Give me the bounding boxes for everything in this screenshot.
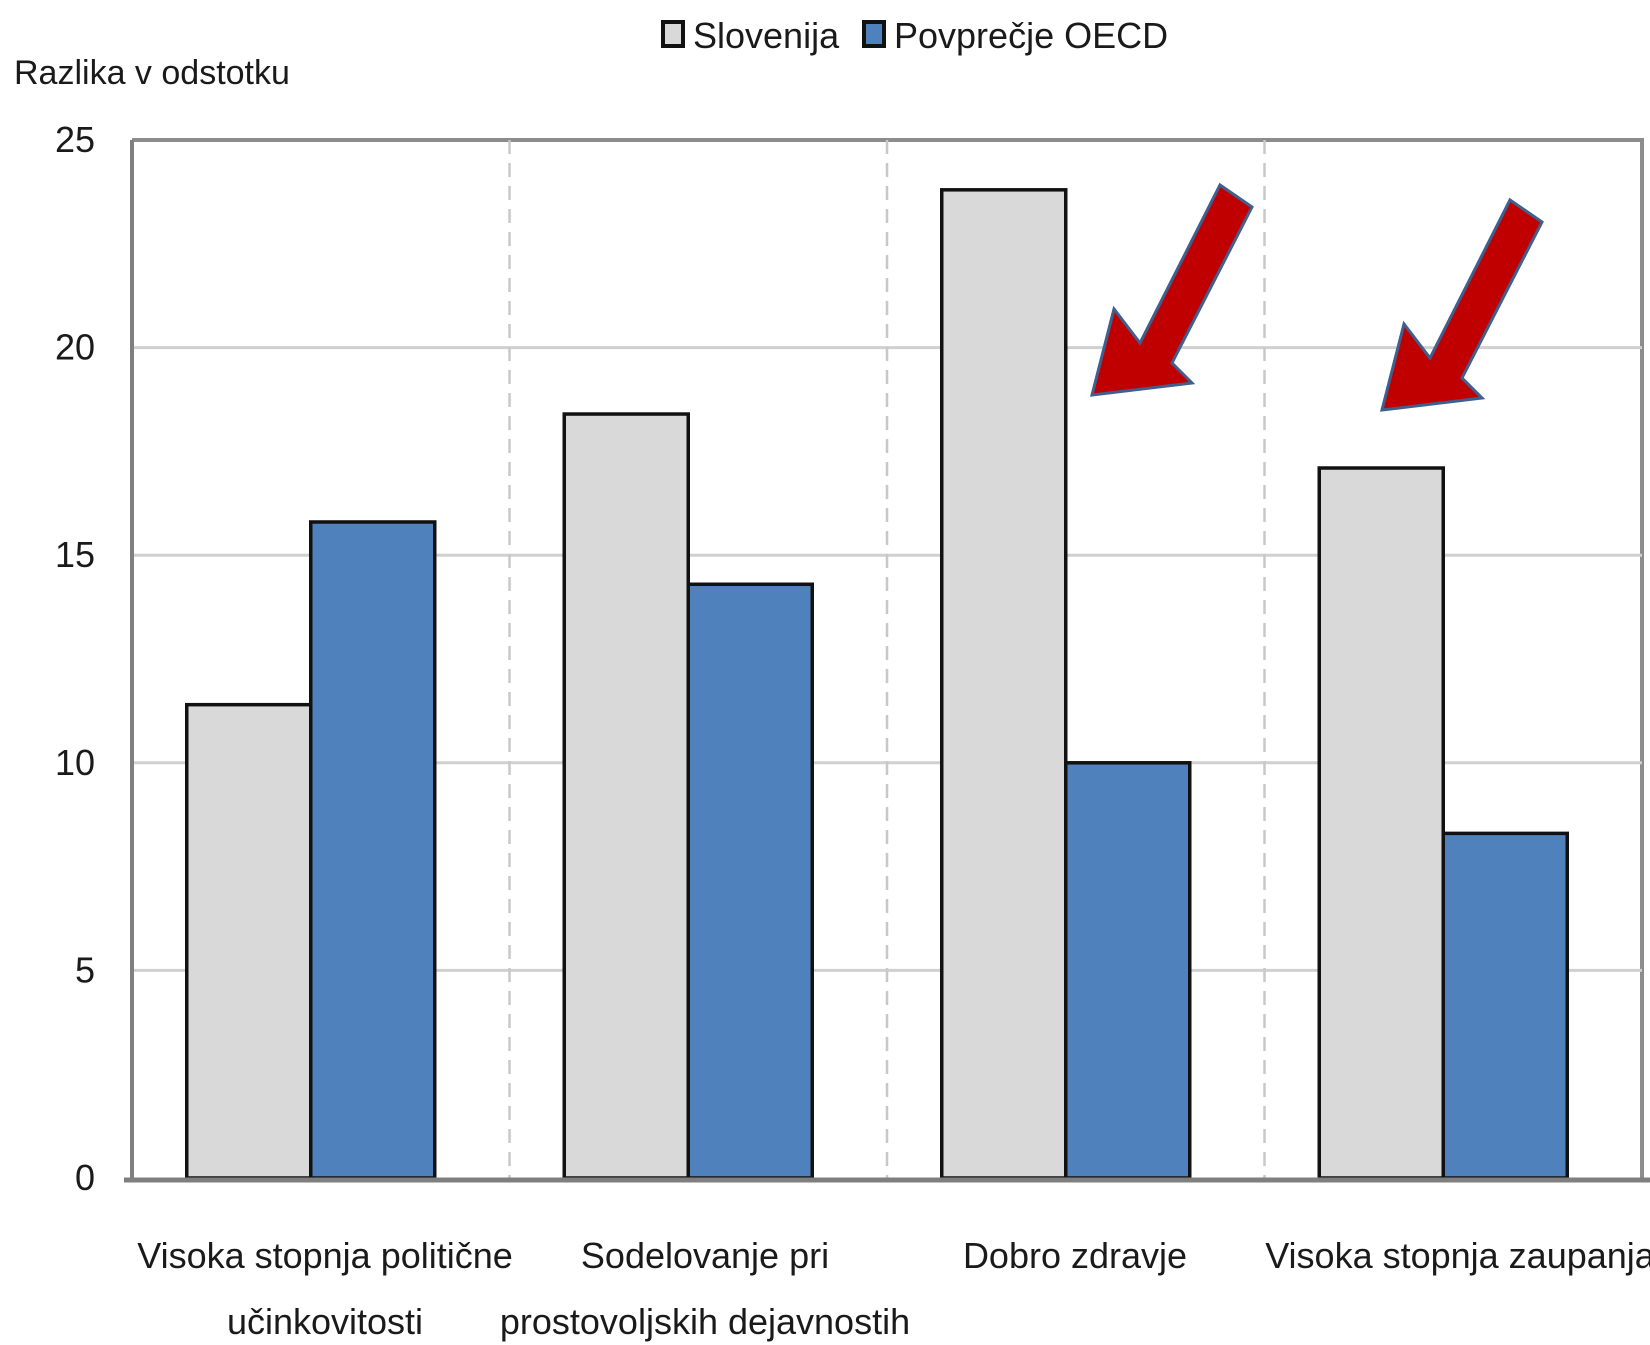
x-category-label: Visoka stopnja zaupanja: [1265, 1235, 1650, 1276]
bar-slovenija: [562, 412, 690, 1180]
legend-swatch: [862, 20, 886, 48]
legend-label: Povprečje OECD: [894, 15, 1168, 56]
y-axis-title: Razlika v odstotku: [14, 54, 290, 92]
legend-swatch: [661, 20, 685, 48]
y-tick-label: 10: [55, 742, 95, 783]
x-category-label: Visoka stopnja politične: [137, 1235, 513, 1276]
bar-oecd: [686, 582, 814, 1180]
x-category-label: Sodelovanje pri: [581, 1235, 829, 1276]
plot-frame: [132, 138, 1644, 1178]
bar-oecd: [1064, 761, 1192, 1180]
y-tick-label: 25: [55, 119, 95, 160]
red-arrow-icon: [1380, 197, 1544, 412]
y-tick-label: 15: [55, 534, 95, 575]
legend: Slovenija Povprečje OECD: [661, 15, 1168, 56]
red-arrow-icon: [1090, 182, 1254, 397]
bar-oecd: [309, 520, 437, 1180]
bars-layer: [185, 188, 1569, 1180]
bar-slovenija: [185, 702, 313, 1180]
y-tick-label: 5: [75, 949, 95, 990]
bar-oecd: [1441, 831, 1569, 1180]
legend-label: Slovenija: [693, 15, 840, 56]
bar-slovenija: [1317, 466, 1445, 1180]
annotation-layer: [1090, 182, 1544, 412]
bar-slovenija: [940, 188, 1068, 1180]
x-category-label: učinkovitosti: [227, 1301, 423, 1342]
y-tick-label: 20: [55, 327, 95, 368]
x-category-label: Dobro zdravje: [963, 1235, 1187, 1276]
x-category-label: prostovoljskih dejavnostih: [500, 1301, 910, 1342]
axis-layer: 0 5 10 15 20 25 Visoka stopnja politične učinko…: [14, 54, 1650, 1342]
y-tick-label: 0: [75, 1157, 95, 1198]
